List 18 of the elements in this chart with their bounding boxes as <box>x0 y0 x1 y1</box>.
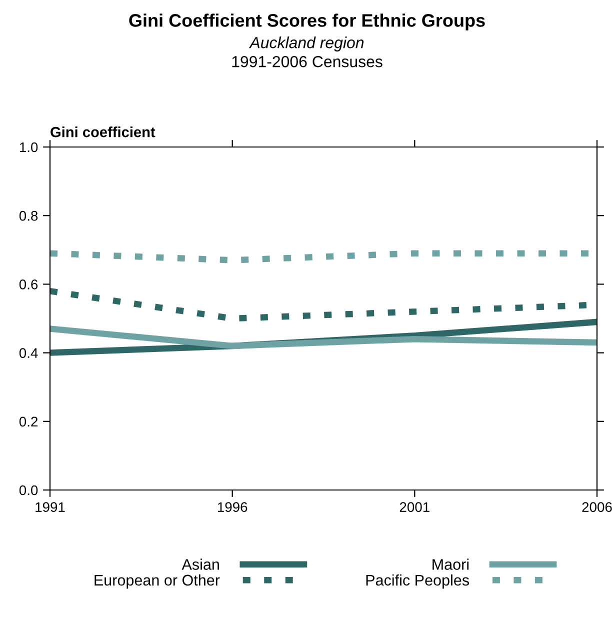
y-tick-label: 0.2 <box>19 416 38 427</box>
legend-label: Asian <box>182 558 219 570</box>
x-tick-label: 1996 <box>218 502 248 512</box>
y-tick-label: 1.0 <box>20 142 38 152</box>
legend-label: European or Other <box>94 574 220 589</box>
x-tick-label: 1991 <box>36 502 65 512</box>
x-tick-label: 2001 <box>400 502 430 512</box>
legend-label: Pacific Peoples <box>366 574 469 589</box>
y-axis-title: Gini coefficient <box>50 126 156 138</box>
legend-label: Maori <box>432 558 469 570</box>
text: 1991-2006 Censuses <box>232 56 382 68</box>
y-tick-label: 0.8 <box>19 210 38 221</box>
y-tick-label: 0.0 <box>19 485 38 496</box>
text: Auckland region <box>248 36 364 52</box>
x-tick-label: 2006 <box>582 502 612 512</box>
chart-title: Gini Coefficient Scores for Ethnic Groups <box>129 14 485 30</box>
y-tick-label: 0.6 <box>19 280 38 290</box>
y-tick-label: 0.4 <box>19 348 38 358</box>
